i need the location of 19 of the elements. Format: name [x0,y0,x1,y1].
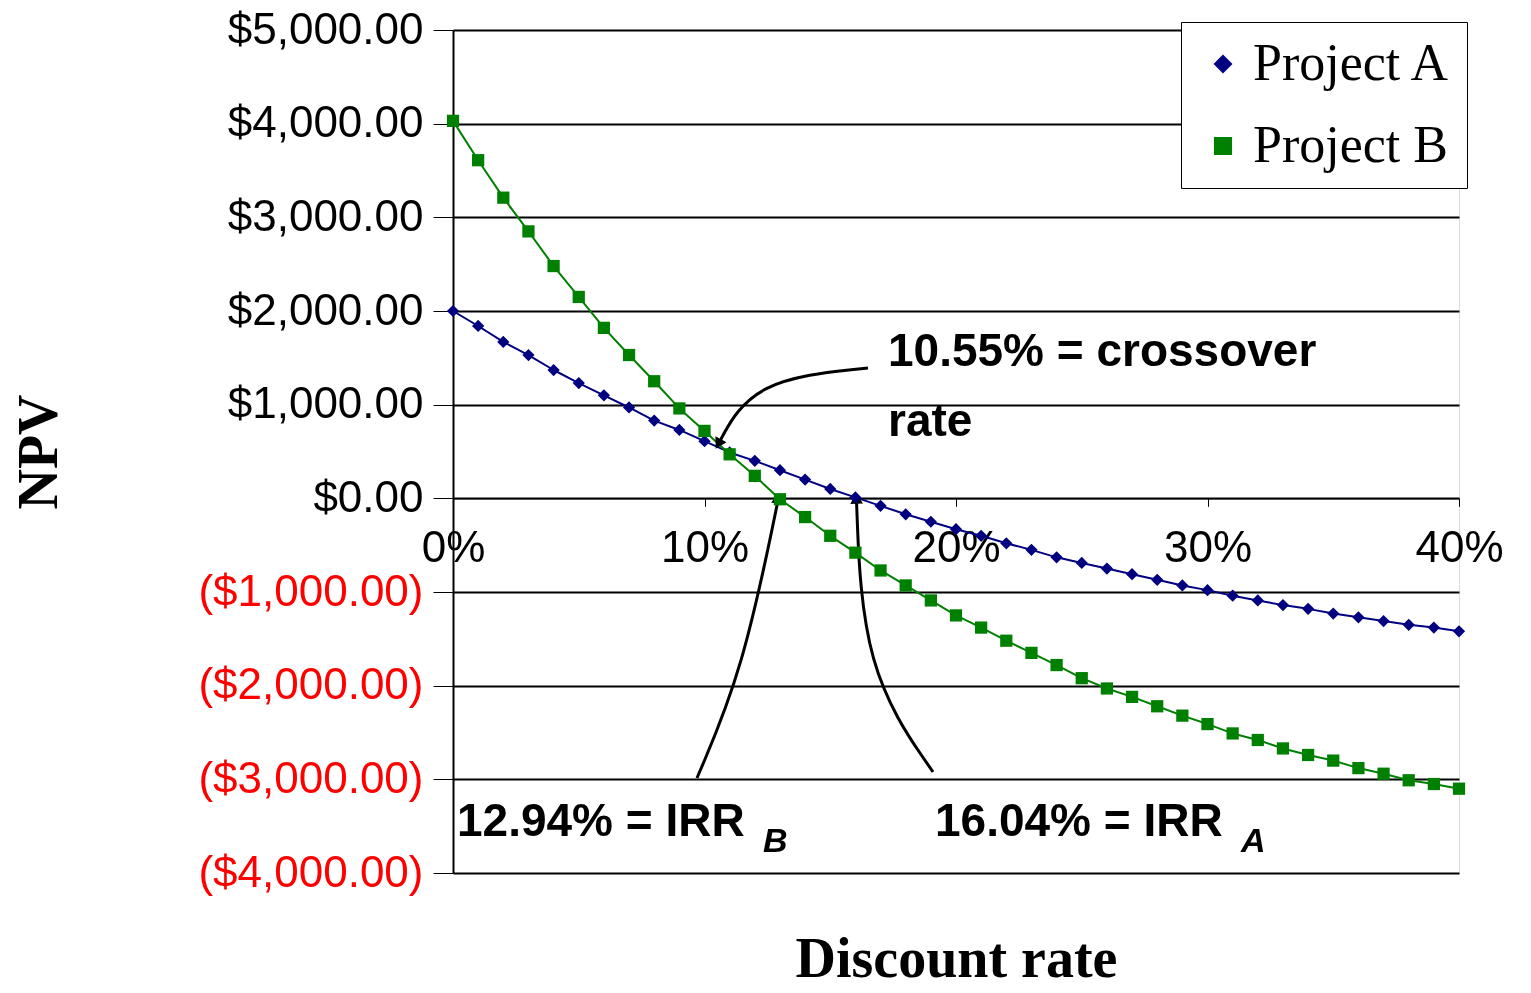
y-tick-label: ($3,000.00) [198,752,424,802]
y-tick-label: $3,000.00 [227,190,424,240]
y-tick-label: $4,000.00 [227,97,424,147]
x-tick-label: 10% [660,521,750,571]
y-tick-label: ($1,000.00) [198,565,424,615]
y-tick-label: ($2,000.00) [198,659,424,709]
y-axis-title: NPV [6,394,69,510]
x-tick-label: 40% [1415,521,1504,571]
annotation: 10.55% = crossover rate [888,324,1317,446]
y-tick-label: $1,000.00 [227,378,424,428]
x-tick-label: 20% [912,521,1001,571]
y-tick-label: $2,000.00 [227,284,424,334]
x-tick-label: 30% [1163,521,1253,571]
y-tick-label: ($4,000.00) [198,846,424,896]
y-tick-label: $5,000.00 [227,3,424,53]
x-axis-title: Discount rate [795,926,1118,989]
legend-label: Project A [1253,34,1449,91]
legend-label: Project B [1253,116,1448,173]
y-tick-label: $0.00 [313,471,424,521]
